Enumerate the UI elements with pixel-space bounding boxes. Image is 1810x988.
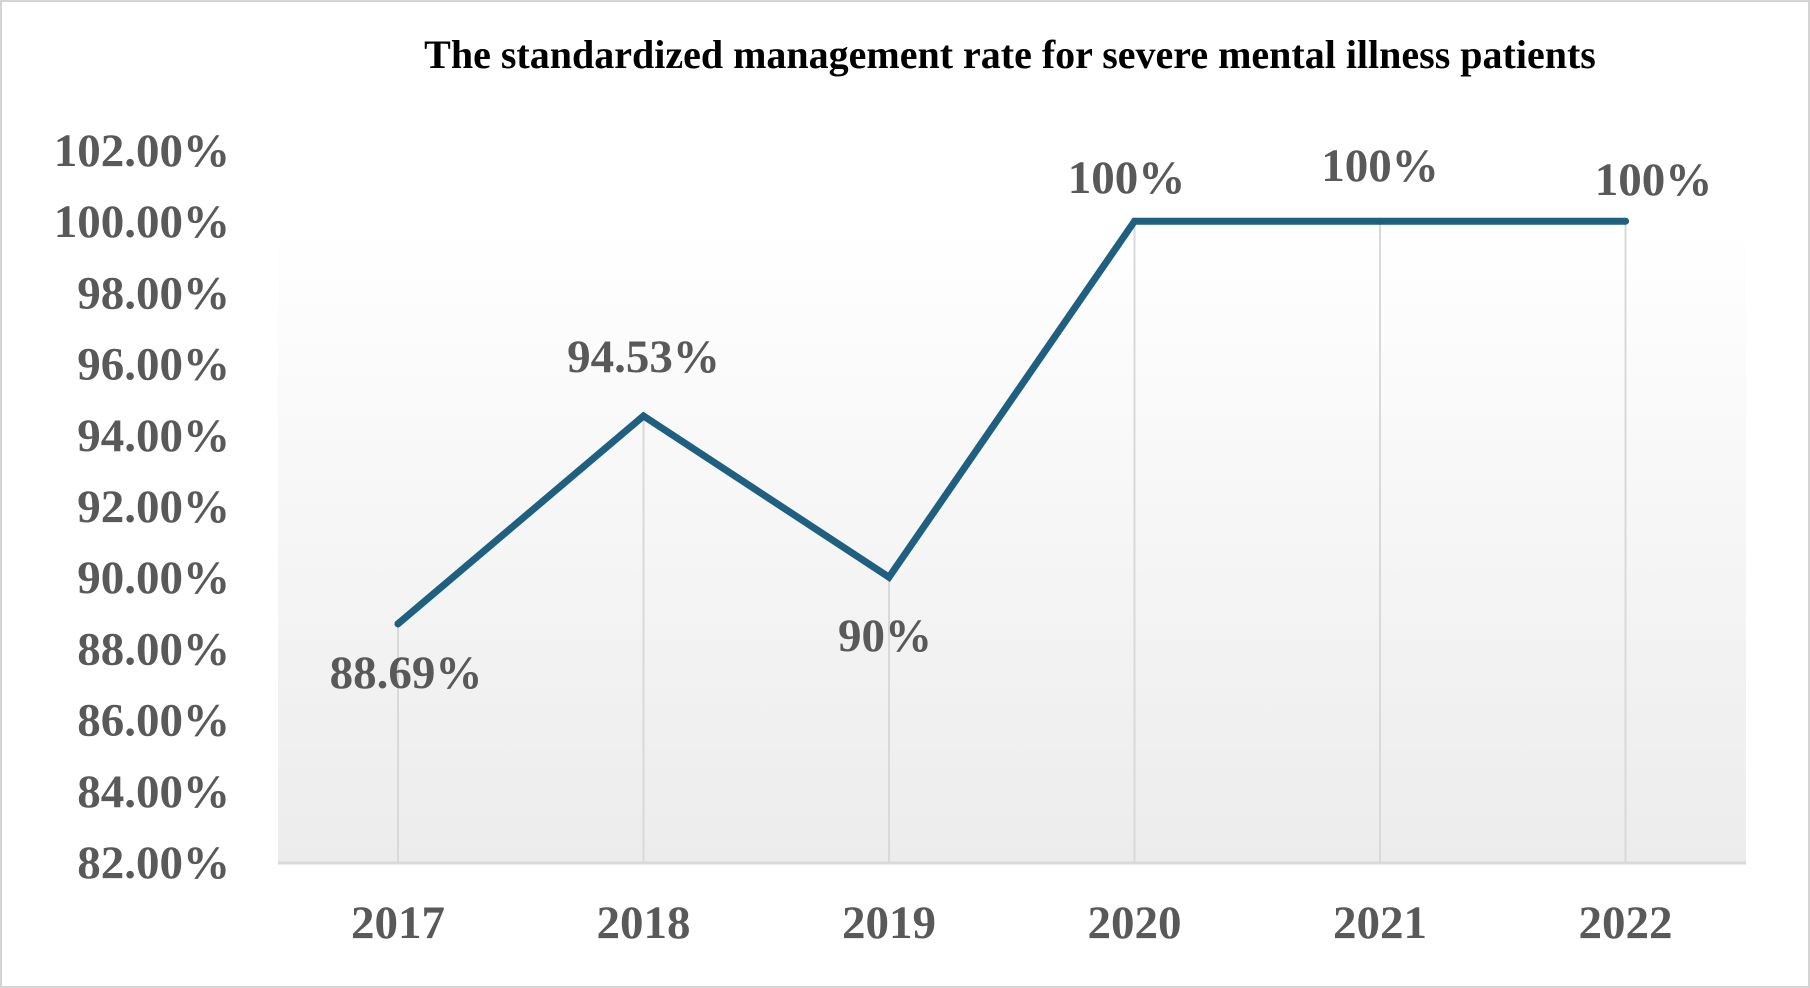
- chart-title: The standardized management rate for sev…: [424, 32, 1596, 77]
- y-axis-ticks: 102.00% 100.00% 98.00% 96.00% 94.00% 92.00% 90…: [54, 125, 230, 889]
- y-tick-label: 100.00%: [54, 196, 230, 248]
- y-tick-label: 90.00%: [77, 552, 230, 604]
- data-point: [885, 573, 893, 581]
- data-label: 100%: [1595, 154, 1713, 206]
- y-tick-label: 88.00%: [77, 623, 230, 675]
- x-tick-label: 2021: [1333, 897, 1427, 949]
- y-tick-label: 82.00%: [77, 837, 230, 889]
- gridlines: [397, 221, 1627, 862]
- data-point: [1131, 217, 1138, 225]
- x-tick-label: 2019: [842, 897, 936, 949]
- series-line: [394, 217, 1629, 628]
- data-point: [640, 412, 647, 420]
- data-point: [394, 620, 402, 628]
- y-tick-label: 94.00%: [77, 410, 230, 462]
- data-label: 90%: [838, 610, 932, 662]
- x-axis-ticks: 2017 2018 2019 2020 2021 2022: [351, 897, 1673, 949]
- y-tick-label: 96.00%: [77, 339, 230, 391]
- x-tick-label: 2020: [1088, 897, 1182, 949]
- data-label: 88.69%: [330, 647, 483, 699]
- data-labels: 88.69% 94.53% 90% 100% 100% 100%: [330, 140, 1713, 699]
- data-label: 100%: [1321, 140, 1439, 192]
- y-tick-label: 102.00%: [54, 125, 230, 177]
- x-tick-label: 2022: [1579, 897, 1673, 949]
- x-tick-label: 2017: [351, 897, 445, 949]
- data-label: 100%: [1068, 152, 1186, 204]
- x-tick-label: 2018: [597, 897, 691, 949]
- data-point: [1622, 217, 1629, 225]
- y-tick-label: 86.00%: [77, 695, 230, 747]
- y-tick-label: 98.00%: [77, 267, 230, 319]
- series-group: [394, 217, 1629, 628]
- y-tick-label: 84.00%: [77, 766, 230, 818]
- y-tick-label: 92.00%: [77, 481, 230, 533]
- data-point: [1376, 217, 1384, 225]
- plot-area: [278, 228, 1746, 862]
- data-label: 94.53%: [567, 331, 720, 383]
